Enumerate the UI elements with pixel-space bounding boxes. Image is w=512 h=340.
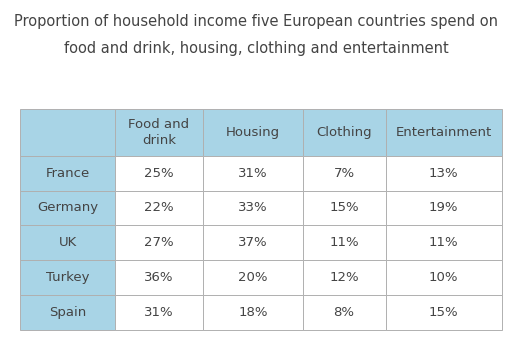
Text: Entertainment: Entertainment bbox=[396, 126, 492, 139]
Text: 11%: 11% bbox=[429, 236, 458, 249]
Bar bbox=[203, 260, 303, 295]
Bar bbox=[303, 295, 386, 330]
Text: 10%: 10% bbox=[429, 271, 458, 284]
Bar bbox=[303, 109, 386, 156]
Bar bbox=[203, 109, 303, 156]
Text: 31%: 31% bbox=[238, 167, 268, 180]
Text: 31%: 31% bbox=[144, 306, 174, 319]
Bar bbox=[115, 225, 203, 260]
Bar bbox=[115, 109, 203, 156]
Bar bbox=[386, 109, 502, 156]
Text: Turkey: Turkey bbox=[46, 271, 89, 284]
Bar bbox=[386, 225, 502, 260]
Bar bbox=[20, 225, 115, 260]
Text: 11%: 11% bbox=[329, 236, 359, 249]
Text: Housing: Housing bbox=[226, 126, 280, 139]
Text: Germany: Germany bbox=[37, 202, 98, 215]
Text: Food and
drink: Food and drink bbox=[128, 118, 189, 147]
Bar bbox=[303, 156, 386, 191]
Text: 12%: 12% bbox=[329, 271, 359, 284]
Bar bbox=[386, 260, 502, 295]
Text: 15%: 15% bbox=[329, 202, 359, 215]
Bar bbox=[303, 225, 386, 260]
Text: UK: UK bbox=[58, 236, 77, 249]
Bar bbox=[203, 295, 303, 330]
Bar bbox=[386, 156, 502, 191]
Bar bbox=[20, 109, 115, 156]
Bar bbox=[386, 295, 502, 330]
Text: France: France bbox=[46, 167, 90, 180]
Text: 20%: 20% bbox=[238, 271, 268, 284]
Text: Spain: Spain bbox=[49, 306, 86, 319]
Text: 25%: 25% bbox=[144, 167, 174, 180]
Text: food and drink, housing, clothing and entertainment: food and drink, housing, clothing and en… bbox=[63, 41, 449, 56]
Bar bbox=[20, 191, 115, 225]
Text: 19%: 19% bbox=[429, 202, 458, 215]
Text: 7%: 7% bbox=[333, 167, 355, 180]
Bar bbox=[20, 260, 115, 295]
Text: 27%: 27% bbox=[144, 236, 174, 249]
Bar bbox=[303, 191, 386, 225]
Text: 15%: 15% bbox=[429, 306, 458, 319]
Text: 22%: 22% bbox=[144, 202, 174, 215]
Bar bbox=[115, 191, 203, 225]
Text: Clothing: Clothing bbox=[316, 126, 372, 139]
Bar bbox=[115, 260, 203, 295]
Bar bbox=[115, 156, 203, 191]
Bar bbox=[203, 191, 303, 225]
Text: 18%: 18% bbox=[238, 306, 268, 319]
Text: 13%: 13% bbox=[429, 167, 458, 180]
Bar bbox=[115, 295, 203, 330]
Bar bbox=[203, 156, 303, 191]
Bar bbox=[20, 295, 115, 330]
Text: Proportion of household income five European countries spend on: Proportion of household income five Euro… bbox=[14, 14, 498, 29]
Bar bbox=[386, 191, 502, 225]
Bar bbox=[203, 225, 303, 260]
Bar bbox=[20, 156, 115, 191]
Text: 8%: 8% bbox=[334, 306, 355, 319]
Text: 37%: 37% bbox=[238, 236, 268, 249]
Text: 36%: 36% bbox=[144, 271, 174, 284]
Text: 33%: 33% bbox=[238, 202, 268, 215]
Bar bbox=[303, 260, 386, 295]
